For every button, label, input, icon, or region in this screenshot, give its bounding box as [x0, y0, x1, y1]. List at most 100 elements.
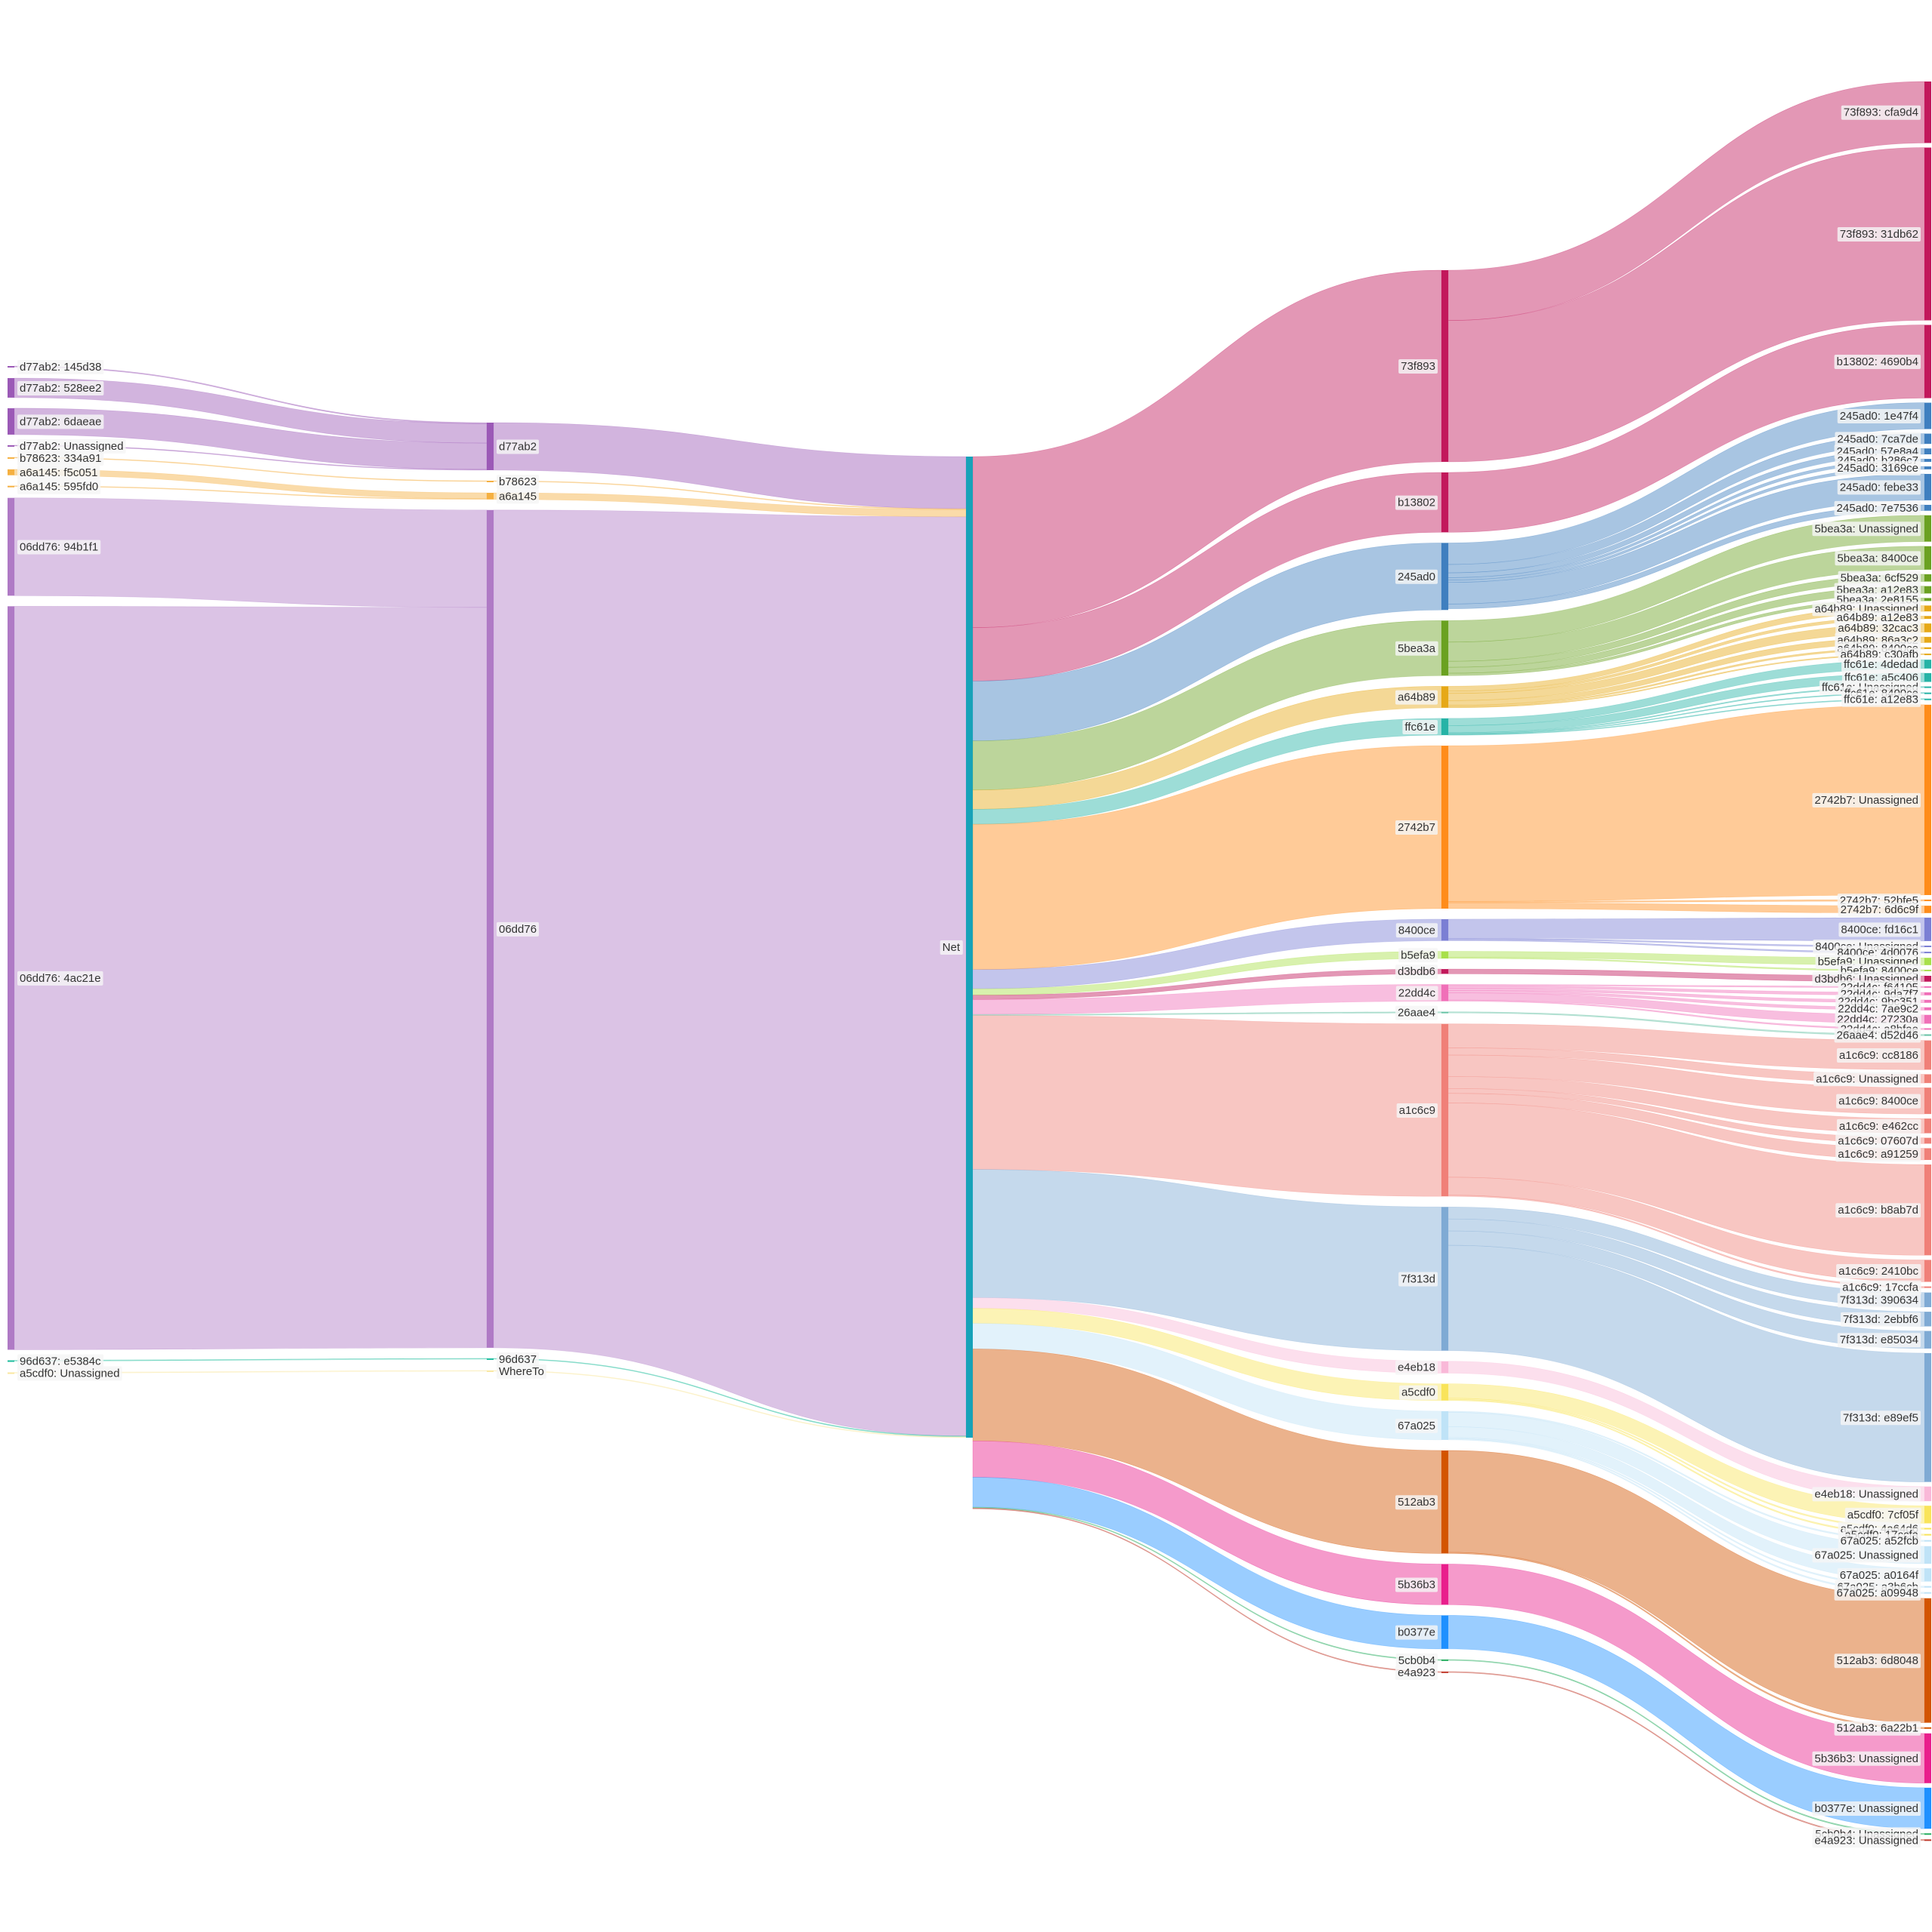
sankey-node[interactable]: [1924, 1292, 1931, 1308]
sankey-node[interactable]: [1924, 616, 1931, 620]
sankey-node[interactable]: [1924, 1286, 1931, 1288]
sankey-link[interactable]: [1447, 902, 1925, 914]
sankey-node[interactable]: [1441, 1659, 1448, 1661]
sankey-node[interactable]: [1924, 504, 1931, 511]
sankey-link[interactable]: [972, 984, 1442, 1015]
sankey-node[interactable]: [8, 378, 14, 398]
sankey-link[interactable]: [1447, 951, 1925, 966]
sankey-node[interactable]: [1924, 958, 1931, 965]
sankey-link[interactable]: [972, 1015, 1442, 1197]
sankey-node[interactable]: [1924, 672, 1931, 682]
sankey-node[interactable]: [1924, 546, 1931, 570]
sankey-link[interactable]: [972, 1169, 1442, 1352]
sankey-node[interactable]: [1924, 647, 1931, 650]
sankey-node[interactable]: [1924, 1598, 1931, 1723]
sankey-node[interactable]: [1924, 1352, 1931, 1482]
sankey-node[interactable]: [487, 423, 494, 470]
sankey-node[interactable]: [1924, 1733, 1931, 1783]
sankey-node[interactable]: [1924, 1568, 1931, 1582]
sankey-node[interactable]: [1924, 1833, 1931, 1835]
sankey-node[interactable]: [1924, 1088, 1931, 1115]
sankey-node[interactable]: [1924, 1074, 1931, 1084]
sankey-node[interactable]: [1924, 969, 1931, 971]
sankey-node[interactable]: [8, 497, 14, 596]
sankey-node[interactable]: [1924, 1586, 1931, 1588]
sankey-node[interactable]: [1441, 1383, 1448, 1401]
sankey-node[interactable]: [1924, 1137, 1931, 1144]
sankey-node[interactable]: [1924, 1534, 1931, 1536]
sankey-node[interactable]: [8, 445, 14, 447]
sankey-link[interactable]: [972, 718, 1442, 825]
sankey-node[interactable]: [1924, 515, 1931, 542]
sankey-node[interactable]: [1441, 1564, 1448, 1605]
sankey-node[interactable]: [487, 509, 494, 1348]
sankey-link[interactable]: [972, 472, 1442, 681]
sankey-node[interactable]: [1924, 917, 1931, 941]
sankey-node[interactable]: [1924, 1546, 1931, 1564]
sankey-node[interactable]: [8, 1372, 14, 1374]
sankey-node[interactable]: [1924, 473, 1931, 500]
sankey-node[interactable]: [1924, 1787, 1931, 1829]
sankey-link[interactable]: [1447, 623, 1925, 701]
sankey-node[interactable]: [487, 1370, 494, 1372]
sankey-node[interactable]: [1924, 660, 1931, 669]
sankey-node[interactable]: [1441, 620, 1448, 676]
sankey-node[interactable]: [1924, 1486, 1931, 1502]
sankey-node[interactable]: [1441, 472, 1448, 533]
sankey-link[interactable]: [493, 422, 967, 509]
sankey-node[interactable]: [1924, 1028, 1931, 1030]
sankey-node[interactable]: [1924, 1540, 1931, 1542]
sankey-link[interactable]: [1447, 586, 1925, 674]
sankey-node[interactable]: [487, 480, 494, 482]
sankey-node[interactable]: [1924, 147, 1931, 321]
sankey-node[interactable]: [8, 1360, 14, 1362]
sankey-node[interactable]: [966, 457, 973, 1438]
sankey-link[interactable]: [1447, 1361, 1925, 1502]
sankey-node[interactable]: [1441, 1207, 1448, 1351]
sankey-node[interactable]: [1924, 686, 1931, 688]
sankey-node[interactable]: [1924, 1506, 1931, 1524]
sankey-node[interactable]: [1924, 1007, 1931, 1011]
sankey-node[interactable]: [487, 492, 494, 500]
sankey-node[interactable]: [1441, 1671, 1448, 1673]
sankey-node[interactable]: [1924, 598, 1931, 601]
sankey-node[interactable]: [1924, 605, 1931, 612]
sankey-node[interactable]: [1924, 623, 1931, 632]
sankey-link[interactable]: [493, 509, 967, 1437]
sankey-node[interactable]: [1924, 448, 1931, 455]
sankey-node[interactable]: [1924, 1727, 1931, 1729]
sankey-node[interactable]: [1924, 586, 1931, 594]
sankey-node[interactable]: [487, 1358, 494, 1360]
sankey-node[interactable]: [1441, 1411, 1448, 1440]
sankey-link[interactable]: [1447, 1450, 1925, 1723]
sankey-node[interactable]: [1924, 466, 1931, 469]
sankey-node[interactable]: [1924, 692, 1931, 694]
sankey-node[interactable]: [1924, 906, 1931, 913]
sankey-node[interactable]: [1924, 992, 1931, 995]
sankey-node[interactable]: [1441, 1361, 1448, 1374]
sankey-node[interactable]: [1924, 1592, 1931, 1594]
sankey-node[interactable]: [8, 408, 14, 435]
sankey-node[interactable]: [8, 469, 14, 475]
sankey-link[interactable]: [972, 1297, 1442, 1374]
sankey-node[interactable]: [1924, 900, 1931, 902]
sankey-node[interactable]: [1924, 636, 1931, 643]
sankey-node[interactable]: [1924, 976, 1931, 982]
sankey-node[interactable]: [1924, 698, 1931, 700]
sankey-link[interactable]: [1447, 615, 1925, 694]
sankey-node[interactable]: [1441, 1023, 1448, 1197]
sankey-node[interactable]: [1441, 918, 1448, 941]
sankey-node[interactable]: [1441, 686, 1448, 708]
sankey-link[interactable]: [972, 918, 1442, 989]
sankey-node[interactable]: [1924, 1839, 1931, 1841]
sankey-node[interactable]: [1924, 946, 1931, 948]
sankey-node[interactable]: [1924, 82, 1931, 143]
sankey-node[interactable]: [1441, 270, 1448, 462]
sankey-link[interactable]: [1447, 473, 1925, 605]
sankey-node[interactable]: [1924, 1331, 1931, 1349]
sankey-link[interactable]: [1447, 458, 1925, 580]
sankey-node[interactable]: [1441, 746, 1448, 909]
sankey-node[interactable]: [1924, 704, 1931, 895]
sankey-node[interactable]: [1924, 402, 1931, 429]
sankey-link[interactable]: [1447, 1412, 1925, 1564]
